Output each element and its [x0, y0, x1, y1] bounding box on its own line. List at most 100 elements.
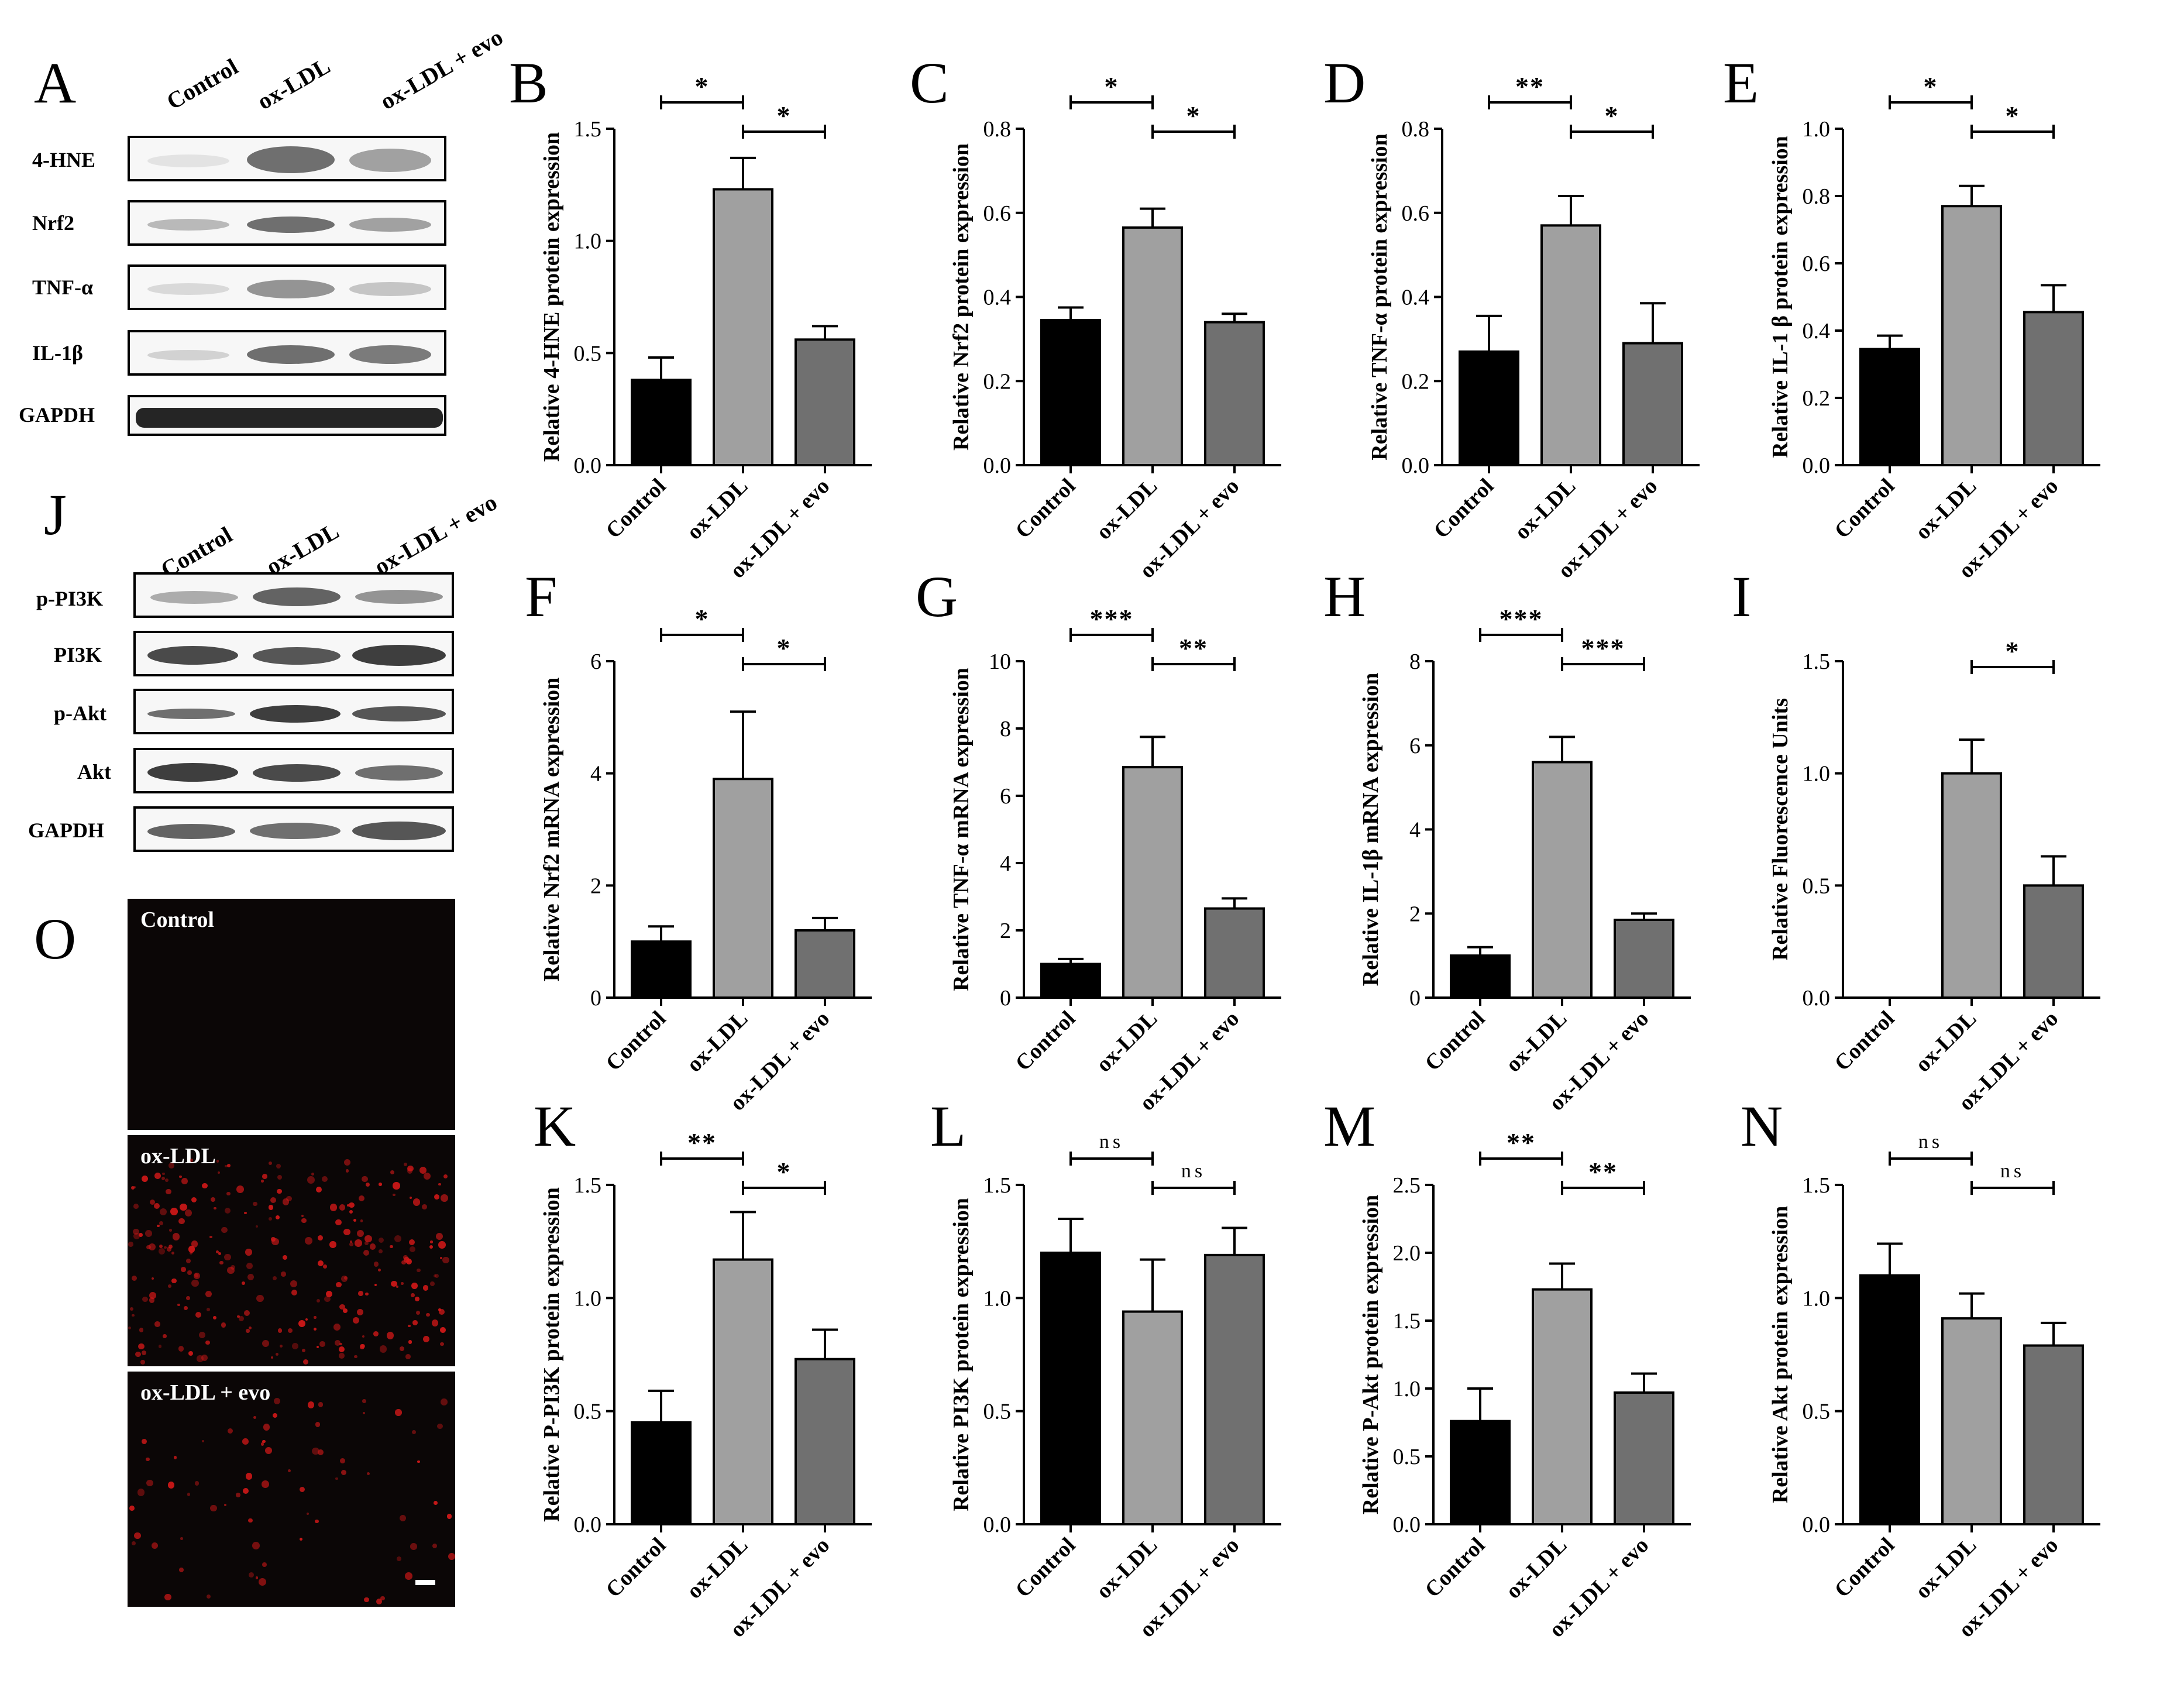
- fluorescence-spot: [180, 1267, 186, 1272]
- fluorescence-spot: [408, 1324, 411, 1328]
- x-tick-label: Control: [1830, 474, 1900, 544]
- bar-control: [631, 940, 692, 999]
- fluorescence-spot: [325, 1290, 333, 1298]
- y-tick-label: 1.0: [1803, 117, 1831, 142]
- bar-ox-ldl: [1532, 761, 1593, 999]
- fluorescence-spot: [230, 1264, 235, 1270]
- fluorescence-spot: [206, 1594, 211, 1599]
- y-tick-label: 0.0: [574, 453, 602, 478]
- fluorescence-spot: [342, 1308, 348, 1314]
- fluorescence-spot: [374, 1283, 377, 1287]
- y-tick-label: 10: [989, 649, 1011, 674]
- fluorescence-spot: [378, 1237, 384, 1243]
- y-tick-label: 0.4: [1402, 286, 1430, 310]
- panel-letter-h: H: [1323, 564, 1366, 629]
- y-axis-label: Relative Fluorescence Units: [1768, 698, 1793, 961]
- x-tick-label: ox-LDL: [682, 474, 753, 545]
- fluorescence-spot: [336, 1281, 342, 1288]
- fluorescence-spot: [128, 1242, 133, 1247]
- fluorescence-spot: [169, 1229, 172, 1232]
- chart-h-plot: 0 2 4 6 8 Relative IL-1β mRNA expression Contr…: [1359, 604, 1691, 1115]
- y-tick-label: 0.0: [1803, 986, 1831, 1011]
- y-tick-label: 1.5: [574, 1173, 602, 1198]
- y-axis-label: Relative Nrf2 mRNA expression: [539, 678, 564, 982]
- fluorescence-spot: [209, 1235, 212, 1239]
- bar-control: [1859, 348, 1920, 466]
- fluorescence-spot: [432, 1543, 438, 1548]
- bar-control: [1450, 1420, 1511, 1525]
- y-tick-label: 0.2: [983, 369, 1012, 394]
- fluorescence-spot: [434, 1194, 440, 1200]
- significance-label: **: [1179, 633, 1208, 663]
- fluorescence-spot: [307, 1176, 315, 1184]
- fluorescence-spot: [318, 1235, 324, 1240]
- fluorescence-spot: [408, 1340, 412, 1344]
- y-tick-label: 0.0: [1803, 453, 1831, 478]
- panel-letter-o: O: [34, 906, 77, 971]
- fluorescence-spot: [350, 1240, 353, 1243]
- fluorescence-spot: [345, 1169, 349, 1173]
- fluorescence-spot: [329, 1240, 337, 1248]
- fluorescence-spot: [433, 1500, 438, 1506]
- significance-label: ns: [1181, 1160, 1206, 1182]
- fluorescence-spot: [180, 1537, 183, 1540]
- chart-g-plot: 0 2 4 6 8 10 Relative TNF-α mRNA expression Con…: [949, 604, 1281, 1115]
- fluorescence-spot: [376, 1599, 382, 1605]
- fluorescence-spot: [178, 1346, 184, 1352]
- fluorescence-spot: [340, 1458, 346, 1464]
- x-tick-label: ox-LDL: [1911, 1006, 1982, 1077]
- fluorescence-spot: [201, 1354, 208, 1361]
- fluorescence-spot: [133, 1186, 136, 1189]
- fluorescence-spot: [306, 1512, 309, 1515]
- chart-c-plot: 0.0 0.2 0.4 0.6 0.8 Relative Nrf2 protein exp…: [949, 71, 1281, 583]
- fluorescence-spot: [411, 1293, 415, 1297]
- y-tick-label: 0.2: [1803, 386, 1831, 411]
- chart-e-plot: 0.0 0.2 0.4 0.6 0.8 1.0 Relative IL-1 β protei…: [1768, 71, 2100, 583]
- blot-a-header-oxldl: ox-LDL: [253, 52, 335, 115]
- fluorescence-spot: [360, 1219, 363, 1222]
- fluorescence-spot: [186, 1259, 191, 1264]
- chart-l-pi3k-protein: 0.0 0.5 1.0 1.5 Relative PI3K protein expres…: [949, 1131, 1281, 1642]
- significance-label: ***: [1581, 633, 1625, 663]
- fluorescence-spot: [355, 1239, 363, 1248]
- fluorescence-spot: [304, 1237, 312, 1245]
- blot-j-row-pakt: [133, 689, 454, 734]
- y-axis-label: Relative Nrf2 protein expression: [949, 143, 974, 451]
- fluorescence-spot: [443, 1174, 448, 1178]
- fluorescence-spot: [273, 1276, 277, 1281]
- fluorescence-spot: [415, 1296, 419, 1301]
- fluorescence-spot: [219, 1260, 223, 1265]
- y-tick-label: 6: [590, 649, 601, 674]
- fluorescence-spot: [185, 1209, 192, 1216]
- fluorescence-spot: [132, 1314, 135, 1317]
- fluorescence-spot: [259, 1578, 267, 1586]
- fluorescence-spot: [225, 1164, 228, 1168]
- fluorescence-spot: [430, 1240, 433, 1243]
- panel-letter-m: M: [1323, 1094, 1375, 1159]
- fluorescence-spot: [312, 1447, 319, 1455]
- y-tick-label: 4: [590, 762, 601, 786]
- fluorescence-spot: [339, 1204, 346, 1211]
- x-tick-label: Control: [1429, 474, 1499, 544]
- y-tick-label: 2.5: [1393, 1173, 1421, 1198]
- fluorescence-control: Control: [128, 899, 455, 1130]
- fluorescence-spot: [152, 1277, 154, 1280]
- fluorescence-spot: [298, 1319, 306, 1327]
- fluorescence-spot: [441, 1194, 448, 1202]
- bar-ox-ldl: [1941, 772, 2002, 999]
- significance-label: *: [695, 604, 710, 634]
- significance-label: **: [1588, 1157, 1618, 1187]
- x-tick-label: ox-LDL: [1911, 474, 1982, 545]
- fluorescence-spot: [288, 1328, 293, 1334]
- fluorescence-spot: [224, 1207, 231, 1214]
- fluorescence-spot: [341, 1470, 347, 1476]
- y-tick-label: 2.0: [1393, 1241, 1421, 1266]
- blot-a-row-nrf2: [128, 200, 446, 246]
- fluorescence-spot: [253, 1201, 257, 1207]
- fluorescence-spot: [148, 1243, 156, 1251]
- y-tick-label: 1.5: [574, 117, 602, 142]
- bar-ox-ldl-evo: [795, 338, 855, 467]
- fluorescence-spot: [334, 1340, 341, 1346]
- x-tick-label: ox-LDL: [1092, 474, 1163, 545]
- fluorescence-spot: [338, 1346, 345, 1352]
